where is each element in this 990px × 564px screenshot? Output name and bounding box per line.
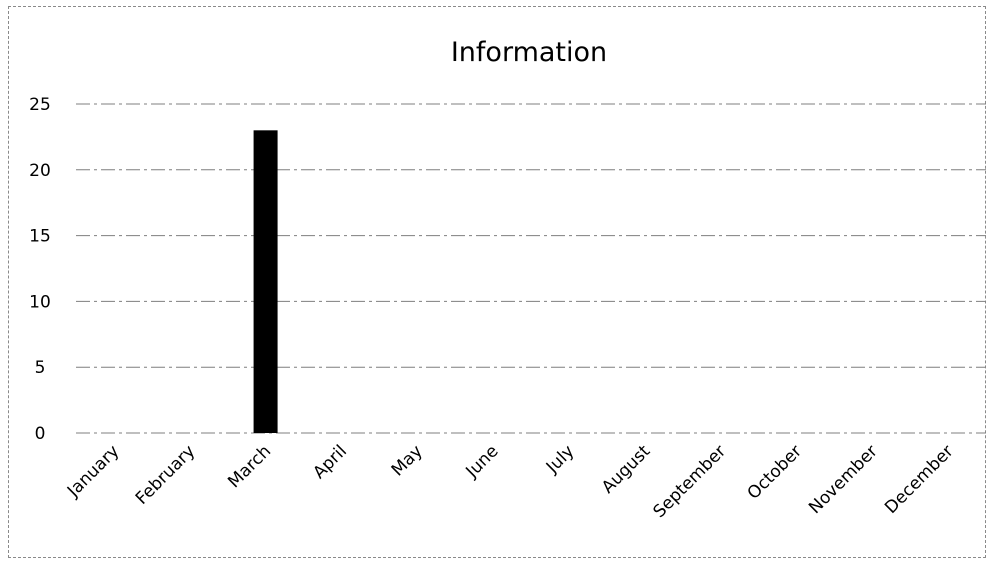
x-tick-label: September <box>650 441 731 522</box>
x-tick-label: October <box>744 441 806 503</box>
x-tick-label: November <box>805 441 882 518</box>
y-tick-label: 15 <box>29 227 51 247</box>
y-tick-label: 5 <box>35 358 46 378</box>
x-tick-label: June <box>462 441 503 482</box>
x-tick-label: May <box>388 441 427 480</box>
chart-frame <box>8 6 986 558</box>
x-tick-label: April <box>309 441 351 483</box>
bar-march <box>253 130 278 433</box>
bars <box>253 130 278 433</box>
y-tick-label: 0 <box>35 424 46 444</box>
x-tick-label: February <box>132 441 199 508</box>
x-tick-label: July <box>542 441 578 477</box>
x-axis: January February March April May June July Augu… <box>63 441 958 522</box>
y-tick-label: 25 <box>29 95 51 115</box>
x-tick-label: January <box>63 441 123 501</box>
y-tick-label: 20 <box>29 161 51 181</box>
x-tick-label: March <box>224 441 275 492</box>
x-tick-label: August <box>598 441 654 497</box>
chart-title: Information <box>451 37 607 68</box>
y-axis: 0 5 10 15 20 25 <box>29 95 51 444</box>
gridlines <box>76 103 986 434</box>
x-tick-label: December <box>881 441 957 517</box>
y-tick-label: 10 <box>29 292 51 312</box>
